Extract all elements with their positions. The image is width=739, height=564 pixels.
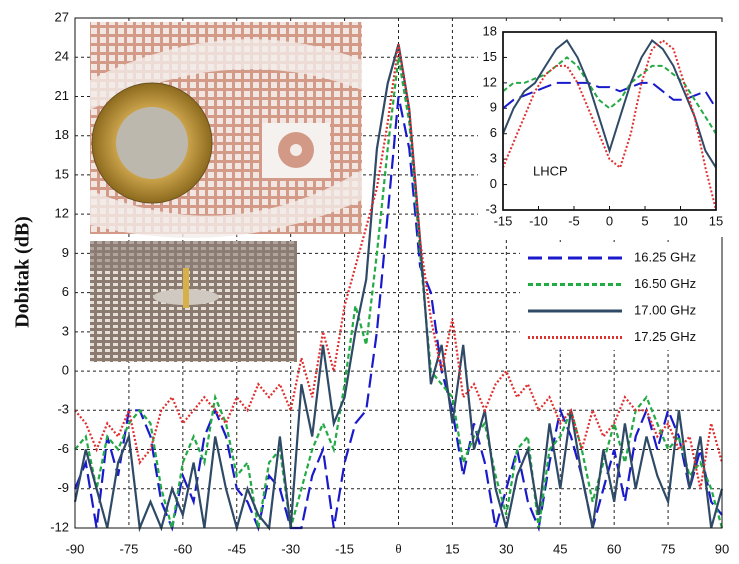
legend-label: 16.25 GHz	[634, 249, 696, 264]
x-tick-label: 10	[673, 213, 687, 228]
legend-label: 17.25 GHz	[634, 329, 696, 344]
y-tick-label: 9	[490, 100, 497, 115]
y-tick-label: 6	[62, 284, 69, 299]
y-tick-label: 18	[55, 127, 69, 142]
x-tick-label: 75	[661, 541, 675, 556]
y-tick-label: 9	[62, 245, 69, 260]
x-tick-label: -15	[335, 541, 354, 556]
photo-bottom	[90, 241, 297, 362]
y-axis-label: Dobitak (dB)	[12, 216, 34, 328]
y-tick-label: 27	[55, 9, 69, 24]
y-tick-label: 12	[483, 74, 497, 89]
x-tick-label: -5	[568, 213, 580, 228]
y-tick-label: 21	[55, 88, 69, 103]
x-tick-label: 90	[715, 541, 729, 556]
series-line	[502, 81, 717, 110]
plot-background	[502, 31, 717, 211]
annotation: LHCP	[533, 163, 568, 178]
y-tick-label: 0	[490, 176, 497, 191]
y-tick-label: 3	[62, 323, 69, 338]
x-tick-label: 60	[607, 541, 621, 556]
inset-plot: -3 0 3 6 9 12 15 18 -15 -10 -5 0 5 10 15 LHCP	[478, 22, 724, 237]
y-tick-label: 24	[55, 49, 69, 64]
y-tick-label: 15	[55, 166, 69, 181]
x-tick-label: -90	[66, 541, 85, 556]
y-tick-label: -12	[50, 519, 69, 534]
y-tick-label: -3	[57, 402, 69, 417]
x-tick-label: 15	[709, 213, 723, 228]
x-tick-label: -15	[494, 213, 513, 228]
y-tick-label: -6	[57, 441, 69, 456]
x-tick-label: 15	[445, 541, 459, 556]
y-tick-label: 18	[483, 23, 497, 38]
series-line	[74, 44, 724, 490]
y-tick-label: -9	[57, 480, 69, 495]
x-tick-label: -10	[529, 213, 548, 228]
plot-frame	[502, 31, 717, 211]
x-tick-label: θ	[395, 541, 401, 556]
x-tick-label: 0	[606, 213, 613, 228]
y-tick-label: 15	[483, 49, 497, 64]
x-tick-label: 5	[641, 213, 648, 228]
plot-frame	[74, 17, 723, 529]
y-tick-label: 6	[490, 125, 497, 140]
x-tick-label: -30	[281, 541, 300, 556]
photo-top	[90, 22, 362, 238]
y-tick-label: 0	[62, 363, 69, 378]
y-tick-label: -3	[485, 201, 497, 216]
y-tick-label: 3	[490, 151, 497, 166]
series-line	[502, 39, 717, 211]
legend-label: 16.50 GHz	[634, 276, 696, 291]
x-tick-label: -75	[120, 541, 139, 556]
y-tick-label: 12	[55, 206, 69, 221]
x-tick-label: 45	[553, 541, 567, 556]
x-tick-label: 30	[499, 541, 513, 556]
series-line	[74, 57, 724, 529]
series-line	[502, 39, 717, 169]
legend-box	[520, 242, 720, 350]
x-tick-label: -60	[173, 541, 192, 556]
series-line	[73, 96, 723, 532]
series-line	[502, 56, 717, 135]
legend-label: 17.00 GHz	[634, 302, 696, 317]
x-tick-label: -45	[227, 541, 246, 556]
